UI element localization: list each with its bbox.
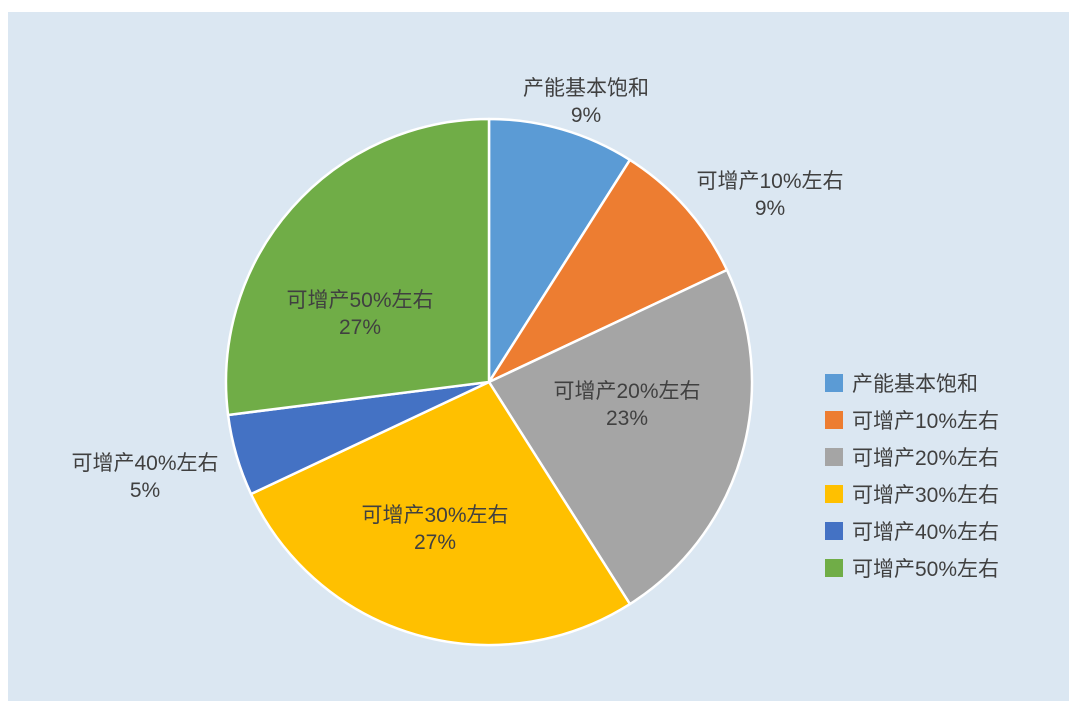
slice-label-saturated: 产能基本饱和 9% (523, 75, 649, 129)
slice-label-text: 可增产10%左右 (696, 170, 844, 193)
slice-label-increase-10: 可增产10%左右 9% (696, 168, 843, 222)
slice-percent-text: 27% (338, 316, 382, 339)
slice-label-increase-40: 可增产40%左右 5% (71, 450, 218, 504)
legend-swatch-icon (825, 521, 843, 540)
legend-item-increase-20: 可增产20%左右 (825, 438, 999, 475)
slice-percent-text: 9% (570, 104, 602, 127)
legend-item-increase-50: 可增产50%左右 (825, 549, 999, 586)
slice-percent-text: 9% (754, 197, 786, 220)
pie-slice (249, 380, 632, 647)
pie-slice (487, 117, 632, 384)
pie-chart (224, 117, 754, 647)
slice-label-text: 可增产20%左右 (553, 380, 701, 403)
legend-label: 可增产10%左右 (852, 409, 1000, 433)
legend-swatch-icon (825, 373, 843, 392)
slice-percent-text: 5% (129, 479, 161, 502)
pie-slice (487, 268, 754, 606)
legend-label: 可增产30%左右 (852, 483, 1000, 507)
slice-label-text: 可增产30%左右 (361, 504, 509, 527)
chart-panel: 产能基本饱和 9% 可增产10%左右 9% 可增产20%左右 23% 可增产30… (8, 12, 1069, 701)
slice-percent-text: 23% (605, 407, 649, 430)
slice-label-text: 可增产40%左右 (71, 452, 219, 475)
slice-label-text: 可增产50%左右 (286, 289, 434, 312)
slice-label-increase-50: 可增产50%左右 27% (286, 287, 433, 341)
chart-legend: 产能基本饱和 可增产10%左右 可增产20%左右 可增产30%左右 可增产40%… (825, 364, 999, 586)
slice-label-text: 产能基本饱和 (523, 77, 649, 100)
pie-slice (487, 158, 729, 384)
legend-label: 可增产20%左右 (852, 446, 1000, 470)
legend-swatch-icon (825, 558, 843, 577)
legend-label: 产能基本饱和 (852, 372, 978, 396)
legend-swatch-icon (825, 410, 843, 429)
legend-item-saturated: 产能基本饱和 (825, 364, 999, 401)
legend-swatch-icon (825, 447, 843, 466)
legend-swatch-icon (825, 484, 843, 503)
legend-item-increase-30: 可增产30%左右 (825, 475, 999, 512)
legend-item-increase-40: 可增产40%左右 (825, 512, 999, 549)
legend-label: 可增产50%左右 (852, 557, 1000, 581)
slice-label-increase-20: 可增产20%左右 23% (553, 378, 700, 432)
slice-percent-text: 27% (413, 531, 457, 554)
legend-label: 可增产40%左右 (852, 520, 1000, 544)
slice-label-increase-30: 可增产30%左右 27% (361, 502, 508, 556)
pie-slice (224, 117, 491, 417)
legend-item-increase-10: 可增产10%左右 (825, 401, 999, 438)
